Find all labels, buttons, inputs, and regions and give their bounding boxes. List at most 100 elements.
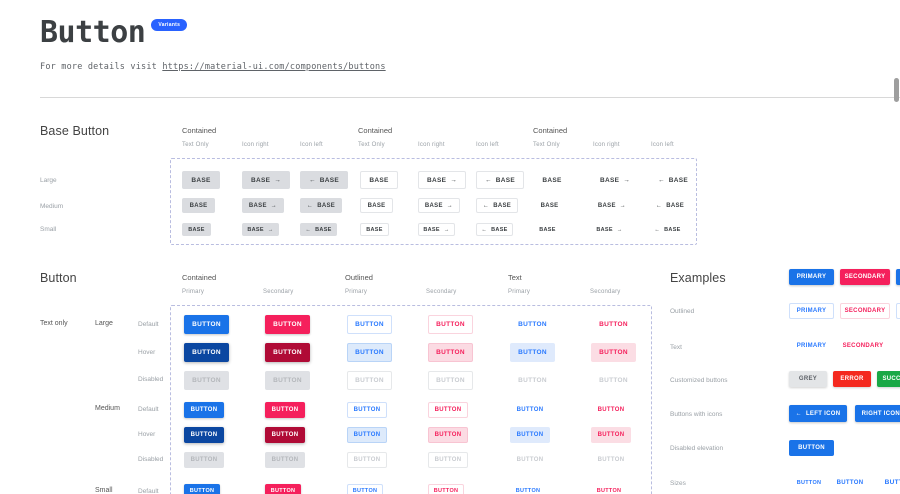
vertical-scrollbar[interactable] bbox=[893, 0, 900, 494]
btn-medium-contained-secondary-hover[interactable]: BUTTON bbox=[265, 427, 305, 443]
base-btn-small-text-iconright[interactable]: BASE → bbox=[596, 226, 623, 233]
base-btn-large-text-iconright[interactable]: BASE → bbox=[599, 176, 631, 184]
example-size-small[interactable]: BUTTON bbox=[796, 479, 822, 486]
example-text-primary[interactable]: PRIMARY bbox=[796, 343, 827, 349]
base-btn-medium-outlined-text[interactable]: BASE bbox=[360, 198, 393, 213]
btn-medium-contained-primary-default[interactable]: BUTTON bbox=[184, 402, 224, 418]
btn-medium-outlined-secondary-hover[interactable]: BUTTON bbox=[428, 427, 468, 443]
btn-small-text-primary-default[interactable]: BUTTON bbox=[515, 488, 541, 494]
btn-medium-contained-primary-hover[interactable]: BUTTON bbox=[184, 427, 224, 443]
btn-medium-text-primary-default[interactable]: BUTTON bbox=[516, 407, 544, 413]
btn-large-contained-primary-default[interactable]: BUTTON bbox=[184, 315, 229, 334]
example-contained-secondary[interactable]: SECONDARY bbox=[840, 269, 890, 285]
example-custom-grey[interactable]: GREY bbox=[789, 371, 827, 387]
base-btn-medium-outlined-iconleft[interactable]: ← BASE bbox=[476, 198, 518, 213]
example-size-large[interactable]: BUTTON bbox=[884, 479, 900, 486]
btn-large-outlined-primary-hover[interactable]: BUTTON bbox=[347, 343, 392, 362]
btn-small-outlined-primary-default[interactable]: BUTTON bbox=[347, 484, 383, 494]
btn-medium-text-primary-hover[interactable]: BUTTON bbox=[510, 427, 550, 443]
arrow-left-icon: ← bbox=[655, 202, 663, 209]
btn-medium-outlined-secondary-default[interactable]: BUTTON bbox=[428, 402, 468, 418]
example-outlined-secondary[interactable]: SECONDARY bbox=[840, 303, 890, 319]
examples-row-with-icons: Buttons with icons bbox=[670, 411, 723, 418]
btn-large-outlined-secondary-default[interactable]: BUTTON bbox=[428, 315, 473, 334]
arrow-left-icon: ← bbox=[484, 176, 492, 184]
btn-large-outlined-secondary-hover[interactable]: BUTTON bbox=[428, 343, 473, 362]
base-sub-2b: Icon right bbox=[418, 142, 445, 148]
btn-large-contained-primary-hover[interactable]: BUTTON bbox=[184, 343, 229, 362]
base-btn-medium-contained-iconleft[interactable]: ← BASE bbox=[300, 198, 342, 213]
example-custom-error[interactable]: ERROR bbox=[833, 371, 871, 387]
state-large-disabled: Disabled bbox=[138, 376, 164, 383]
base-btn-medium-text-text[interactable]: BASE bbox=[540, 202, 559, 209]
arrow-right-icon: → bbox=[267, 226, 274, 233]
base-btn-small-outlined-text[interactable]: BASE bbox=[360, 223, 389, 236]
base-btn-small-text-text[interactable]: BASE bbox=[539, 226, 556, 233]
btn-medium-text-secondary-hover[interactable]: BUTTON bbox=[591, 427, 631, 443]
btn-small-outlined-secondary-default[interactable]: BUTTON bbox=[428, 484, 464, 494]
base-btn-medium-text-iconleft[interactable]: ← BASE bbox=[655, 202, 685, 209]
btn-small-contained-secondary-default[interactable]: BUTTON bbox=[265, 484, 301, 494]
state-large-default: Default bbox=[138, 321, 159, 328]
arrow-left-icon: ← bbox=[308, 176, 316, 184]
base-btn-medium-contained-text[interactable]: BASE bbox=[182, 198, 215, 213]
example-contained-primary-2[interactable]: PRIMARY bbox=[896, 269, 900, 285]
base-btn-large-outlined-iconright[interactable]: BASE → bbox=[418, 171, 466, 189]
btn-large-contained-secondary-default[interactable]: BUTTON bbox=[265, 315, 310, 334]
status-badge: Variants bbox=[151, 19, 188, 31]
base-btn-large-text-iconleft[interactable]: ← BASE bbox=[657, 176, 689, 184]
base-btn-small-contained-text[interactable]: BASE bbox=[182, 223, 211, 236]
btn-large-text-secondary-disabled: BUTTON bbox=[599, 377, 628, 384]
btn-large-text-secondary-default[interactable]: BUTTON bbox=[599, 321, 628, 328]
base-btn-large-contained-iconleft[interactable]: ← BASE bbox=[300, 171, 348, 189]
title-row: Button Variants bbox=[40, 16, 386, 50]
base-btn-large-text-text[interactable]: BASE bbox=[542, 176, 562, 184]
example-outlined-primary-2[interactable]: PRIMARY bbox=[896, 303, 900, 319]
button-sub-outlined-primary: Primary bbox=[345, 289, 368, 295]
btn-large-text-secondary-hover[interactable]: BUTTON bbox=[591, 343, 636, 362]
example-size-medium[interactable]: BUTTON bbox=[836, 479, 864, 486]
example-disabled-elevation[interactable]: BUTTON bbox=[789, 440, 834, 456]
btn-small-contained-primary-default[interactable]: BUTTON bbox=[184, 484, 220, 494]
btn-medium-text-secondary-default[interactable]: BUTTON bbox=[597, 407, 625, 413]
example-text-secondary[interactable]: SECONDARY bbox=[842, 343, 884, 349]
scrollbar-thumb[interactable] bbox=[894, 78, 899, 102]
button-size-medium: Medium bbox=[95, 405, 120, 412]
base-btn-small-contained-iconright[interactable]: BASE → bbox=[242, 223, 279, 236]
btn-large-text-primary-default[interactable]: BUTTON bbox=[518, 321, 547, 328]
base-btn-small-contained-iconleft[interactable]: ← BASE bbox=[300, 223, 337, 236]
base-btn-medium-outlined-iconright[interactable]: BASE → bbox=[418, 198, 460, 213]
btn-large-contained-secondary-hover[interactable]: BUTTON bbox=[265, 343, 310, 362]
example-button-left-icon[interactable]: ← LEFT ICON bbox=[789, 405, 847, 422]
base-btn-large-outlined-text[interactable]: BASE bbox=[360, 171, 398, 189]
arrow-right-icon: → bbox=[443, 226, 450, 233]
btn-medium-outlined-primary-hover[interactable]: BUTTON bbox=[347, 427, 387, 443]
base-btn-large-contained-iconright[interactable]: BASE → bbox=[242, 171, 290, 189]
arrow-left-icon: ← bbox=[305, 226, 312, 233]
base-btn-large-contained-text[interactable]: BASE bbox=[182, 171, 220, 189]
btn-large-text-primary-hover[interactable]: BUTTON bbox=[510, 343, 555, 362]
base-sub-1a: Text Only bbox=[182, 142, 209, 148]
docs-link[interactable]: https://material-ui.com/components/butto… bbox=[162, 62, 386, 72]
base-btn-medium-text-iconright[interactable]: BASE → bbox=[597, 202, 627, 209]
btn-large-outlined-primary-default[interactable]: BUTTON bbox=[347, 315, 392, 334]
example-contained-primary[interactable]: PRIMARY bbox=[789, 269, 834, 285]
example-custom-success[interactable]: SUCCESS bbox=[877, 371, 900, 387]
base-btn-small-text-iconleft[interactable]: ← BASE bbox=[654, 226, 681, 233]
btn-medium-contained-secondary-default[interactable]: BUTTON bbox=[265, 402, 305, 418]
arrow-left-icon: ← bbox=[306, 202, 314, 209]
btn-small-text-secondary-default[interactable]: BUTTON bbox=[596, 488, 622, 494]
base-btn-small-outlined-iconright[interactable]: BASE → bbox=[418, 223, 455, 236]
base-btn-large-outlined-iconleft[interactable]: ← BASE bbox=[476, 171, 524, 189]
base-btn-medium-contained-iconright[interactable]: BASE → bbox=[242, 198, 284, 213]
btn-medium-outlined-primary-default[interactable]: BUTTON bbox=[347, 402, 387, 418]
base-section-title: Base Button bbox=[40, 124, 110, 138]
base-row-medium: Medium bbox=[40, 203, 64, 210]
btn-medium-text-secondary-disabled: BUTTON bbox=[597, 457, 625, 463]
base-btn-small-outlined-iconleft[interactable]: ← BASE bbox=[476, 223, 513, 236]
example-outlined-primary[interactable]: PRIMARY bbox=[789, 303, 834, 319]
example-text-primary-2[interactable]: PRIMARY bbox=[893, 339, 900, 353]
example-button-right-icon[interactable]: RIGHT ICON→ bbox=[855, 405, 900, 422]
arrow-right-icon: → bbox=[619, 202, 627, 209]
